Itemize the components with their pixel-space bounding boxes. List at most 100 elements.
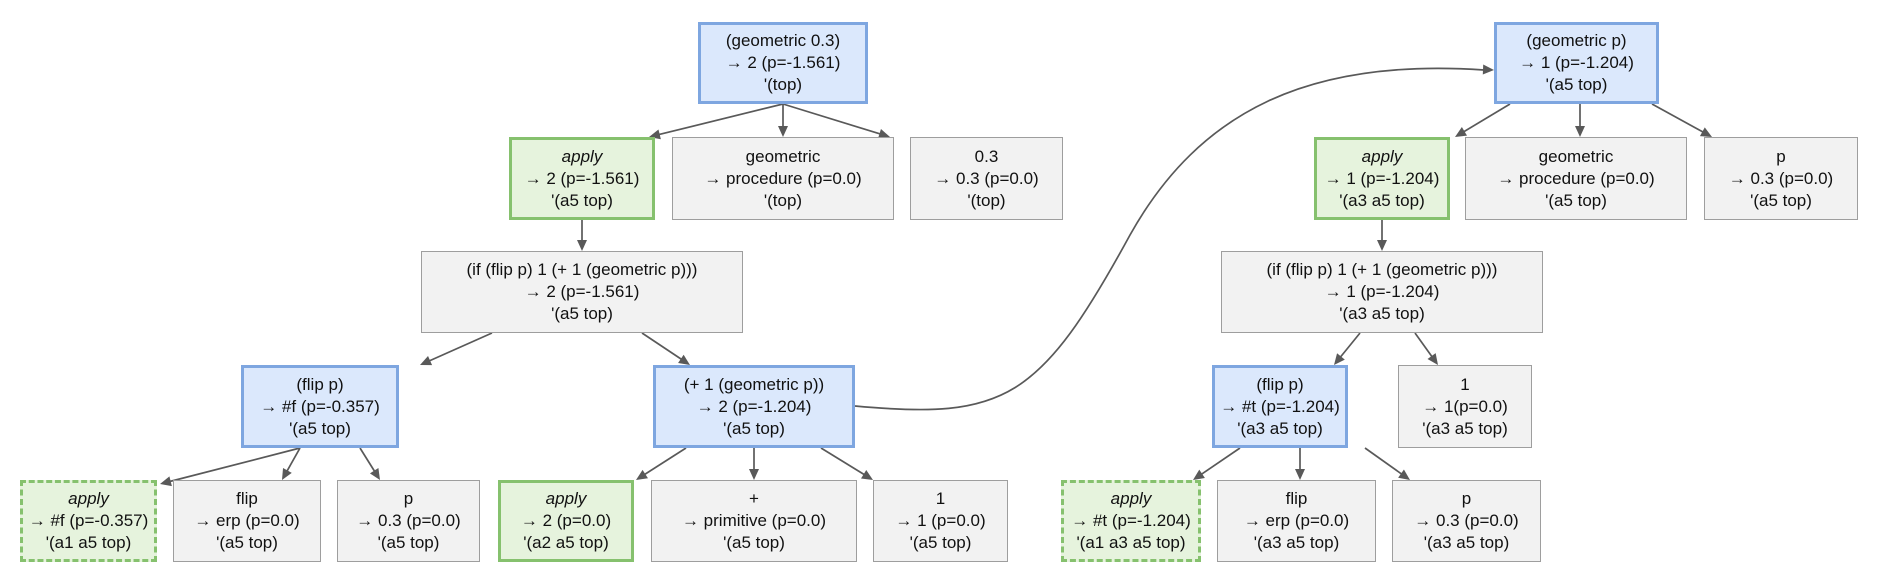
- node-line-3: '(top): [763, 190, 803, 210]
- node-line-2: → 2 (p=-1.204): [696, 396, 812, 416]
- node-line-3: '(a5 top): [1750, 190, 1812, 210]
- edge-line: [359, 447, 376, 473]
- node-line-1: (if (flip p) 1 (+ 1 (geometric p))): [1266, 260, 1498, 279]
- node-line-3: '(a5 top): [1545, 190, 1607, 210]
- node-line-3: '(a5 top): [723, 533, 785, 552]
- arrow-head: [861, 469, 873, 480]
- node-line-2: → 1(p=0.0): [1422, 396, 1508, 416]
- node-line-3: '(a1 a3 a5 top): [1076, 533, 1186, 552]
- arrow-head: [369, 468, 380, 480]
- node-line-1: p: [403, 489, 414, 508]
- node-line-3: '(a3 a5 top): [1237, 418, 1323, 438]
- node-one-a: 1 → 1 (p=0.0) '(a5 top): [873, 480, 1008, 562]
- node-line-3: '(a3 a5 top): [1339, 304, 1425, 323]
- node-flip-a: (flip p) → #f (p=-0.357) '(a5 top): [241, 365, 399, 448]
- node-line-3: '(a5 top): [723, 418, 785, 438]
- node-flip-b: (flip p) → #t (p=-1.204) '(a3 a5 top): [1212, 365, 1348, 448]
- node-line-1: apply: [1110, 489, 1152, 508]
- node-p-a: p → 0.3 (p=0.0) '(a5 top): [337, 480, 480, 562]
- edge-line: [1414, 332, 1434, 359]
- node-flip-erp-b: flip → erp (p=0.0) '(a3 a5 top): [1217, 480, 1376, 562]
- edge-line: [641, 332, 683, 361]
- node-line-2: → 1 (p=0.0): [895, 511, 986, 530]
- node-apply-plus-a: apply → 2 (p=0.0) '(a2 a5 top): [498, 480, 634, 562]
- node-line-3: '(top): [763, 75, 803, 94]
- node-line-2: → primitive (p=0.0): [681, 511, 827, 530]
- node-one-b: 1 → 1(p=0.0) '(a3 a5 top): [1398, 365, 1532, 448]
- node-line-2: → 1 (p=-1.204): [1324, 282, 1440, 301]
- node-line-1: 1: [935, 489, 946, 508]
- node-root-a: (geometric 0.3) → 2 (p=-1.561) '(top): [698, 22, 868, 104]
- node-line-1: (flip p): [1256, 374, 1304, 394]
- node-p-c: p → 0.3 (p=0.0) '(a3 a5 top): [1392, 480, 1541, 562]
- node-line-2: → 1 (p=-1.204): [1324, 168, 1440, 188]
- node-line-1: (flip p): [296, 374, 344, 394]
- node-line-3: '(a3 a5 top): [1339, 190, 1425, 210]
- arrow-head: [678, 354, 690, 365]
- node-p-b: p → 0.3 (p=0.0) '(a5 top): [1704, 137, 1858, 220]
- edge-line: [782, 103, 882, 136]
- node-line-3: '(a3 a5 top): [1422, 418, 1508, 438]
- node-line-2: → erp (p=0.0): [194, 511, 300, 530]
- edge-line: [427, 332, 493, 363]
- node-flip-erp-a: flip → erp (p=0.0) '(a5 top): [173, 480, 321, 562]
- node-line-1: (+ 1 (geometric p)): [683, 374, 825, 394]
- arrow-head: [577, 240, 587, 251]
- arrow-head: [1398, 469, 1410, 480]
- edge-line: [1651, 103, 1705, 134]
- arrow-head: [649, 129, 661, 140]
- arrow-head: [749, 469, 759, 480]
- arrow-head: [878, 128, 890, 139]
- node-line-3: '(a5 top): [216, 533, 278, 552]
- arrow-head: [1455, 127, 1468, 137]
- node-line-2: → #t (p=-1.204): [1071, 511, 1191, 530]
- arrow-head: [1295, 469, 1305, 480]
- node-plus-prim-a: + → primitive (p=0.0) '(a5 top): [651, 480, 857, 562]
- node-line-1: apply: [561, 146, 603, 166]
- node-if-b: (if (flip p) 1 (+ 1 (geometric p))) → 1 …: [1221, 251, 1543, 333]
- node-apply-b: apply → 1 (p=-1.204) '(a3 a5 top): [1314, 137, 1450, 220]
- node-line-3: '(a2 a5 top): [523, 533, 609, 552]
- node-line-2: → procedure (p=0.0): [704, 168, 862, 188]
- arrow-head: [282, 467, 292, 480]
- node-line-1: apply: [1361, 146, 1403, 166]
- node-line-2: → 0.3 (p=0.0): [934, 168, 1039, 188]
- node-line-3: '(a3 a5 top): [1423, 533, 1510, 552]
- node-line-2: → #f (p=-0.357): [260, 396, 380, 416]
- edge-line: [285, 447, 301, 473]
- arrow-head: [778, 126, 788, 137]
- node-line-2: → erp (p=0.0): [1243, 511, 1350, 530]
- node-line-1: p: [1776, 146, 1786, 166]
- edge-line: [1339, 332, 1361, 359]
- node-line-1: (if (flip p) 1 (+ 1 (geometric p))): [466, 260, 698, 279]
- arrow-head: [1482, 64, 1494, 75]
- node-line-3: '(top): [967, 190, 1006, 210]
- node-line-1: apply: [545, 489, 587, 508]
- edge-line: [657, 103, 784, 136]
- node-const-a: 0.3 → 0.3 (p=0.0) '(top): [910, 137, 1063, 220]
- node-line-1: (geometric 0.3): [725, 31, 841, 50]
- node-line-1: apply: [68, 489, 109, 508]
- node-line-3: '(a5 top): [377, 533, 440, 552]
- node-line-1: 1: [1460, 374, 1470, 394]
- node-line-2: → 2 (p=-1.561): [524, 282, 640, 301]
- arrow-head: [636, 469, 648, 480]
- arrow-head: [420, 355, 433, 366]
- node-line-2: → 0.3 (p=0.0): [1728, 168, 1834, 188]
- edge-line: [820, 447, 866, 477]
- arrow-head: [160, 476, 172, 487]
- node-line-2: → #f (p=-0.357): [28, 511, 149, 530]
- node-line-3: '(a3 a5 top): [1253, 533, 1340, 552]
- edge-line: [1199, 447, 1241, 476]
- node-line-1: (geometric p): [1526, 31, 1627, 50]
- node-apply-a: apply → 2 (p=-1.561) '(a5 top): [509, 137, 655, 220]
- edge-line: [168, 447, 301, 483]
- edge-line: [1364, 447, 1404, 476]
- node-line-1: p: [1461, 489, 1472, 508]
- arrow-head: [1334, 353, 1345, 365]
- node-line-3: '(a5 top): [551, 190, 613, 210]
- node-line-1: 0.3: [974, 146, 999, 166]
- recursive-call-edge: [854, 67, 1485, 411]
